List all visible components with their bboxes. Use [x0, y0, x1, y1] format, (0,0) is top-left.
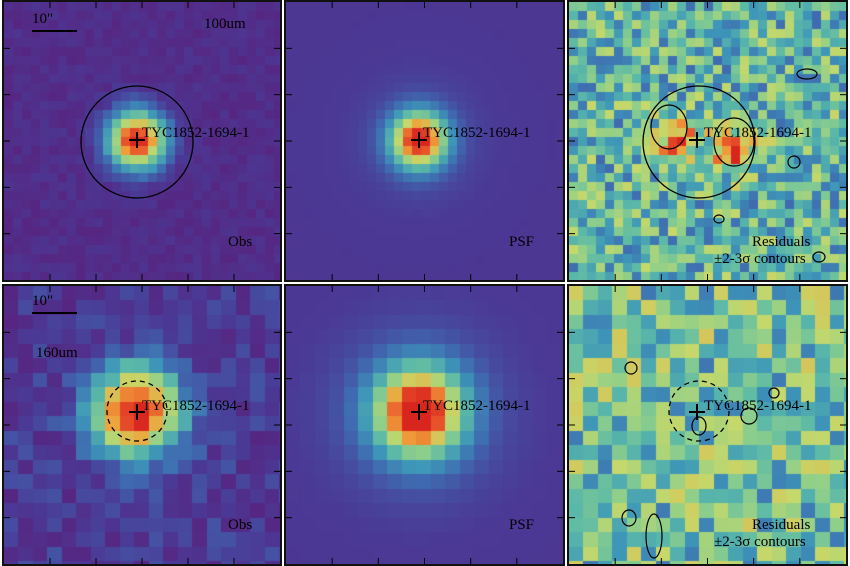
contour-legend-label: ±2-3σ contours — [714, 251, 806, 267]
panel-corner-label: PSF — [509, 234, 535, 250]
band-label: 160um — [36, 345, 78, 361]
obs-160um-panel: 10" 160um TYC1852-1694-1 Obs — [2, 284, 282, 566]
source-label: TYC1852-1694-1 — [142, 398, 250, 414]
residual-160um-panel: TYC1852-1694-1 Residuals ±2-3σ contours — [567, 284, 848, 566]
source-label: TYC1852-1694-1 — [704, 398, 812, 414]
scale-bar-label: 10" — [32, 293, 54, 309]
obs-100um-panel: 10" 100um TYC1852-1694-1 Obs — [2, 0, 282, 282]
panel-corner-label: PSF — [509, 517, 535, 533]
source-label: TYC1852-1694-1 — [423, 398, 531, 414]
psf-100um-panel: TYC1852-1694-1 PSF — [284, 0, 565, 282]
psf-100um-image — [286, 2, 563, 280]
panel-corner-label: Obs — [228, 234, 253, 250]
panel-corner-label: Residuals — [752, 517, 811, 533]
panel-corner-label: Obs — [228, 517, 253, 533]
source-label: TYC1852-1694-1 — [423, 125, 531, 141]
band-label: 100um — [204, 16, 246, 32]
residual-100um-panel: TYC1852-1694-1 Residuals ±2-3σ contours — [567, 0, 848, 282]
panel-corner-label: Residuals — [752, 234, 811, 250]
source-label: TYC1852-1694-1 — [704, 125, 812, 141]
psf-160um-panel: TYC1852-1694-1 PSF — [284, 284, 565, 566]
scale-bar-label: 10" — [32, 11, 54, 27]
psf-160um-image — [286, 286, 563, 564]
source-label: TYC1852-1694-1 — [142, 125, 250, 141]
contour-legend-label: ±2-3σ contours — [714, 534, 806, 550]
